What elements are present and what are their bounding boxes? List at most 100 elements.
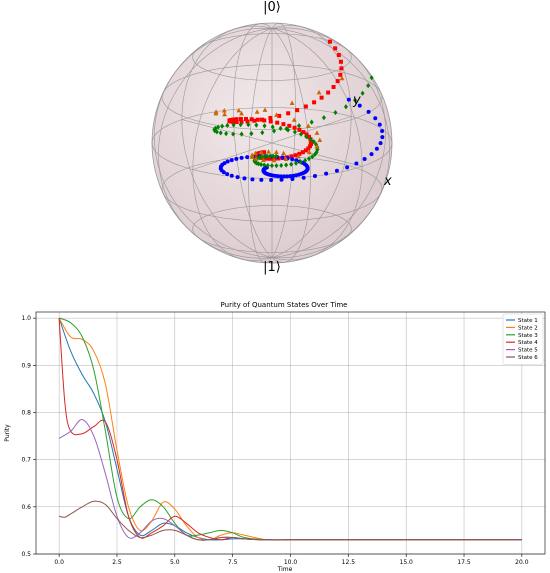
trajectory-point — [280, 155, 285, 160]
bloch-sphere: |0⟩ |1⟩ x y — [151, 0, 393, 275]
trajectory-point — [300, 150, 305, 155]
trajectory-point — [225, 122, 230, 129]
trajectory-point — [335, 79, 340, 84]
trajectory-point — [260, 117, 265, 122]
trajectory-point — [225, 159, 230, 164]
trajectory-point — [373, 116, 378, 121]
trajectory-point — [265, 162, 270, 169]
trajectory-point — [262, 150, 267, 155]
trajectory-point — [304, 133, 309, 140]
trajectory-point — [262, 118, 267, 123]
trajectory-point — [239, 131, 244, 137]
trajectory-point — [369, 75, 374, 81]
trajectory-point — [224, 131, 229, 137]
trajectory-point — [281, 122, 286, 127]
trajectory-point — [334, 168, 339, 173]
trajectory-point — [250, 177, 255, 182]
trajectory-point — [366, 109, 371, 114]
trajectory-point — [258, 149, 264, 155]
trajectory-point — [242, 176, 247, 181]
trajectory-point — [333, 46, 338, 51]
trajectory-point — [319, 95, 324, 100]
trajectory-point — [260, 130, 265, 136]
trajectory-point — [303, 148, 308, 153]
trajectory-point — [235, 175, 240, 180]
trajectory-point — [238, 117, 243, 122]
trajectory-point — [331, 84, 336, 89]
trajectory-point — [273, 149, 279, 155]
trajectory-point — [285, 174, 290, 179]
trajectory-point — [238, 122, 243, 128]
y-tick-label: 0.5 — [21, 551, 31, 558]
trajectory-point — [239, 110, 244, 116]
trajectory-point — [360, 90, 365, 96]
x-tick-label: 7.5 — [228, 559, 238, 566]
x-tick-label: 17.5 — [457, 559, 471, 566]
trajectory-point — [278, 125, 283, 131]
trajectory-point — [295, 108, 300, 113]
trajectory-point — [259, 161, 264, 168]
trajectory-point — [316, 89, 322, 95]
purity-chart: Purity of Quantum States Over Time 0.0 2.… — [4, 301, 546, 573]
trajectory-point — [216, 124, 221, 130]
trajectory-point — [274, 163, 279, 169]
trajectory-point — [212, 126, 217, 133]
trajectory-point — [297, 151, 302, 156]
trajectory-point — [222, 111, 227, 117]
trajectory-point — [314, 130, 320, 135]
trajectory-point — [239, 119, 244, 124]
trajectory-point — [249, 117, 254, 122]
trajectory-point — [276, 156, 281, 161]
trajectory-point — [333, 109, 338, 116]
trajectory-point — [268, 115, 273, 120]
legend-label: State 6 — [518, 355, 538, 361]
y-tick-label: 0.8 — [21, 409, 31, 416]
trajectory-point — [234, 117, 239, 122]
trajectory-point — [229, 173, 234, 178]
trajectory-point — [283, 156, 289, 162]
trajectory-point — [252, 118, 257, 123]
trajectory-point — [380, 135, 385, 140]
trajectory-point — [298, 159, 303, 165]
trajectory-point — [270, 124, 275, 130]
trajectory-point — [374, 146, 379, 151]
trajectory-point — [279, 162, 284, 169]
trajectory-point — [324, 171, 329, 176]
trajectory-point — [225, 172, 230, 177]
trajectory-point — [292, 125, 297, 130]
trajectory-point — [272, 128, 277, 134]
trajectory-point — [291, 117, 297, 122]
trajectory-point — [281, 174, 286, 179]
x-axis-title: Time — [277, 566, 293, 573]
trajectory-point — [245, 155, 250, 160]
axis-ticks: 0.0 2.5 5.0 7.5 10.0 12.5 15.0 17.5 20.0 0.5 0.6 0.… — [21, 315, 528, 566]
trajectory-point — [268, 156, 273, 161]
y-tick-label: 0.6 — [21, 504, 31, 511]
y-axis-title: Purity — [4, 424, 11, 442]
legend-label: State 2 — [518, 325, 538, 331]
trajectory-point — [289, 154, 294, 159]
trajectory-point — [309, 142, 314, 147]
trajectory-point — [339, 66, 344, 71]
trajectory-point — [336, 53, 341, 58]
trajectory-point — [294, 160, 299, 166]
trajectory-point — [289, 161, 294, 167]
trajectory-point — [303, 104, 308, 109]
trajectory-point — [249, 131, 254, 137]
trajectory-point — [294, 158, 299, 163]
trajectory-point — [378, 141, 383, 146]
trajectory-point — [254, 109, 260, 114]
trajectory-point — [271, 153, 276, 159]
trajectory-point — [289, 100, 295, 106]
trajectory-point — [306, 149, 312, 155]
trajectory-point — [249, 152, 255, 158]
trajectory-point — [287, 123, 292, 128]
trajectory-point — [362, 157, 367, 162]
trajectory-point — [298, 131, 303, 137]
trajectory-point — [265, 156, 270, 161]
trajectory-point — [246, 122, 251, 128]
legend-label: State 3 — [518, 333, 538, 339]
trajectory-point — [236, 107, 242, 113]
sphere-wireframe — [151, 22, 393, 264]
